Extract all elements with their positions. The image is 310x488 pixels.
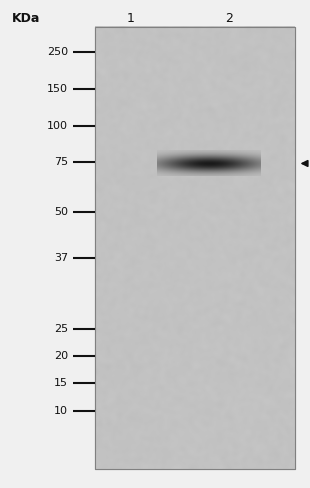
Text: 10: 10 [54,406,68,416]
Text: 25: 25 [54,324,68,334]
Text: 1: 1 [126,12,134,24]
Text: KDa: KDa [12,12,41,24]
Text: 250: 250 [47,47,68,57]
Text: 50: 50 [54,207,68,217]
Text: 2: 2 [225,12,233,24]
Text: 20: 20 [54,351,68,361]
Bar [95,27,294,469]
Text: 75: 75 [54,157,68,167]
Text: 150: 150 [47,84,68,94]
Text: 100: 100 [47,121,68,131]
Text: 15: 15 [54,378,68,388]
Bar [95,27,294,469]
Text: 37: 37 [54,253,68,263]
